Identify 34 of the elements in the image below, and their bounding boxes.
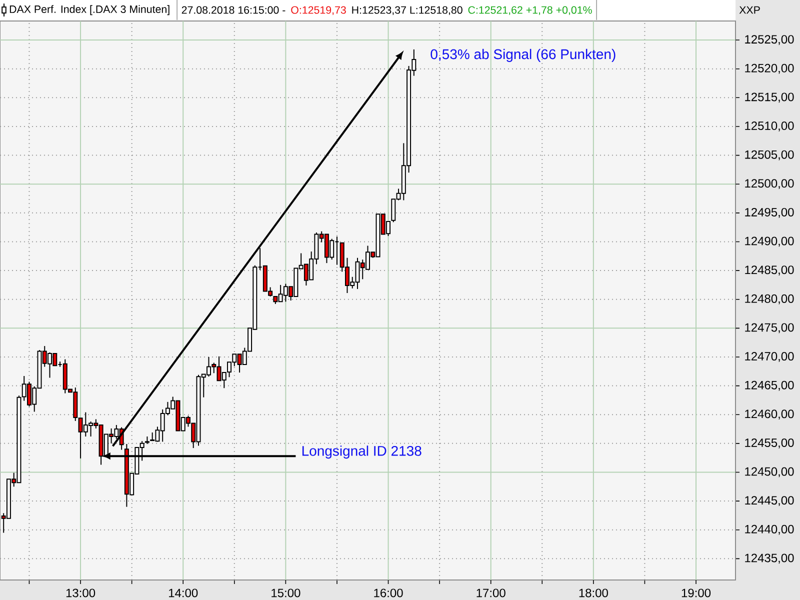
annotation: 0,53% ab Signal (66 Punkten)	[430, 48, 616, 62]
legend-label: DAX Perf. Index [.DAX 3 Minuten]	[10, 5, 170, 16]
y-tick-label: 12450,00	[745, 467, 794, 478]
text: H:12523,37 L:12518,80	[352, 6, 462, 16]
y-tick-label: 12440,00	[745, 524, 794, 535]
x-tick-label: 13:00	[66, 588, 96, 598]
y-tick-label: 12495,00	[745, 208, 794, 218]
chart-title: 27.08.2018 16:15:00 -	[182, 6, 286, 14]
annotation: Longsignal ID 2138	[302, 446, 422, 459]
y-tick-label: 12490,00	[745, 236, 794, 247]
y-tick-label: 12465,00	[745, 380, 794, 391]
x-tick-label: 15:00	[272, 588, 300, 598]
text: O:12519,73	[291, 6, 346, 16]
y-tick-label: 12470,00	[745, 352, 794, 362]
text: C:12521,62 +1,78 +0,01%	[468, 6, 592, 16]
y-tick-label: 12485,00	[745, 266, 794, 276]
y-tick-label: 12515,00	[745, 92, 794, 103]
y-tick-label: 12520,00	[745, 64, 794, 74]
x-tick-label: 16:00	[374, 588, 403, 598]
y-tick-label: 12500,00	[745, 179, 794, 190]
x-tick-label: 19:00	[682, 588, 711, 598]
x-tick-label: 17:00	[476, 588, 506, 598]
x-tick-label: 18:00	[579, 588, 608, 598]
y-tick-label: 12510,00	[745, 122, 794, 132]
y-tick-label: 12455,00	[745, 438, 794, 448]
text: XXP	[739, 6, 760, 14]
y-tick-label: 12460,00	[745, 410, 794, 420]
y-tick-label: 12480,00	[745, 294, 794, 304]
y-tick-label: 12475,00	[745, 323, 794, 334]
x-tick-label: 14:00	[169, 588, 198, 598]
y-tick-label: 12435,00	[745, 554, 794, 564]
y-tick-label: 12505,00	[745, 150, 794, 160]
y-tick-label: 12445,00	[745, 496, 794, 506]
y-tick-label: 12525,00	[745, 35, 794, 45]
